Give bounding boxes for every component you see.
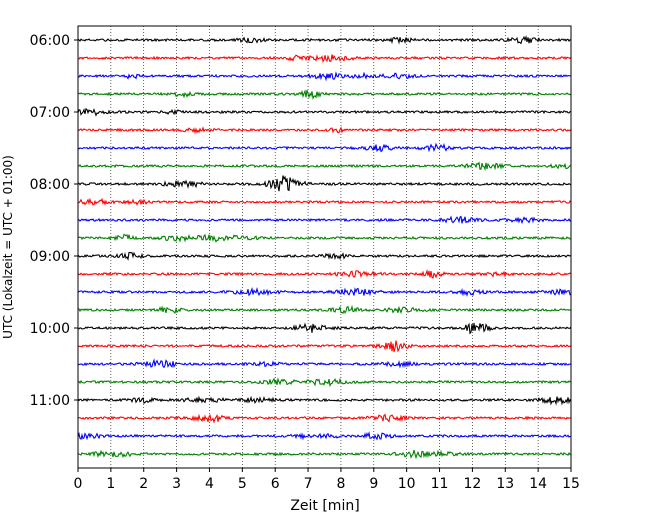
trace-09:15 bbox=[77, 269, 572, 279]
x-tick-label: 9 bbox=[369, 476, 378, 492]
y-tick-label: 10:00 bbox=[30, 321, 70, 337]
x-axis-label: Zeit [min] bbox=[290, 498, 359, 514]
trace-07:30 bbox=[77, 142, 572, 153]
y-tick-label: 08:00 bbox=[30, 177, 70, 193]
trace-08:45 bbox=[77, 233, 572, 243]
x-tick-label: 8 bbox=[336, 476, 345, 492]
trace-11:00 bbox=[77, 395, 572, 406]
trace-07:00 bbox=[77, 107, 572, 117]
x-tick-label: 6 bbox=[271, 476, 280, 492]
x-tick-label: 11 bbox=[431, 476, 449, 492]
x-tick-label: 15 bbox=[562, 476, 580, 492]
trace-10:45 bbox=[77, 377, 572, 388]
trace-09:00 bbox=[77, 251, 572, 261]
x-tick-label: 10 bbox=[398, 476, 416, 492]
trace-06:30 bbox=[77, 71, 572, 82]
x-tick-label: 2 bbox=[139, 476, 148, 492]
trace-07:45 bbox=[77, 161, 572, 172]
x-tick-label: 3 bbox=[172, 476, 181, 492]
y-tick-label: 11:00 bbox=[30, 393, 70, 409]
y-axis-label: UTC (Lokalzeit = UTC + 01:00) bbox=[1, 155, 15, 339]
y-tick-label: 06:00 bbox=[30, 33, 70, 49]
trace-10:15 bbox=[77, 340, 572, 353]
x-tick-label: 13 bbox=[496, 476, 514, 492]
x-tick-label: 5 bbox=[238, 476, 247, 492]
x-tick-label: 14 bbox=[529, 476, 547, 492]
y-axis: 06:00 07:00 08:00 09:00 10:00 11:00 bbox=[30, 33, 78, 409]
trace-09:45 bbox=[77, 304, 572, 315]
trace-09:30 bbox=[77, 286, 572, 297]
x-tick-label: 12 bbox=[463, 476, 481, 492]
x-tick-label: 1 bbox=[106, 476, 115, 492]
y-tick-label: 09:00 bbox=[30, 249, 70, 265]
trace-08:15 bbox=[77, 197, 572, 206]
plot-frame bbox=[77, 25, 572, 469]
trace-07:15 bbox=[77, 126, 572, 135]
x-tick-label: 7 bbox=[304, 476, 313, 492]
y-tick-label: 07:00 bbox=[30, 105, 70, 121]
trace-11:15 bbox=[77, 413, 572, 424]
x-axis: 0 1 2 3 4 5 6 7 8 9 10 11 12 13 14 15 bbox=[74, 468, 580, 492]
trace-11:30 bbox=[77, 431, 572, 441]
x-tick-label: 0 bbox=[74, 476, 83, 492]
trace-11:45 bbox=[77, 449, 572, 460]
trace-10:30 bbox=[77, 358, 572, 369]
seismic-traces bbox=[77, 35, 572, 460]
trace-06:00 bbox=[77, 35, 572, 45]
x-tick-label: 4 bbox=[205, 476, 214, 492]
trace-08:30 bbox=[77, 215, 572, 225]
trace-06:15 bbox=[77, 54, 572, 63]
trace-10:00 bbox=[77, 322, 572, 335]
trace-06:45 bbox=[77, 89, 572, 100]
trace-08:00 bbox=[77, 175, 572, 192]
